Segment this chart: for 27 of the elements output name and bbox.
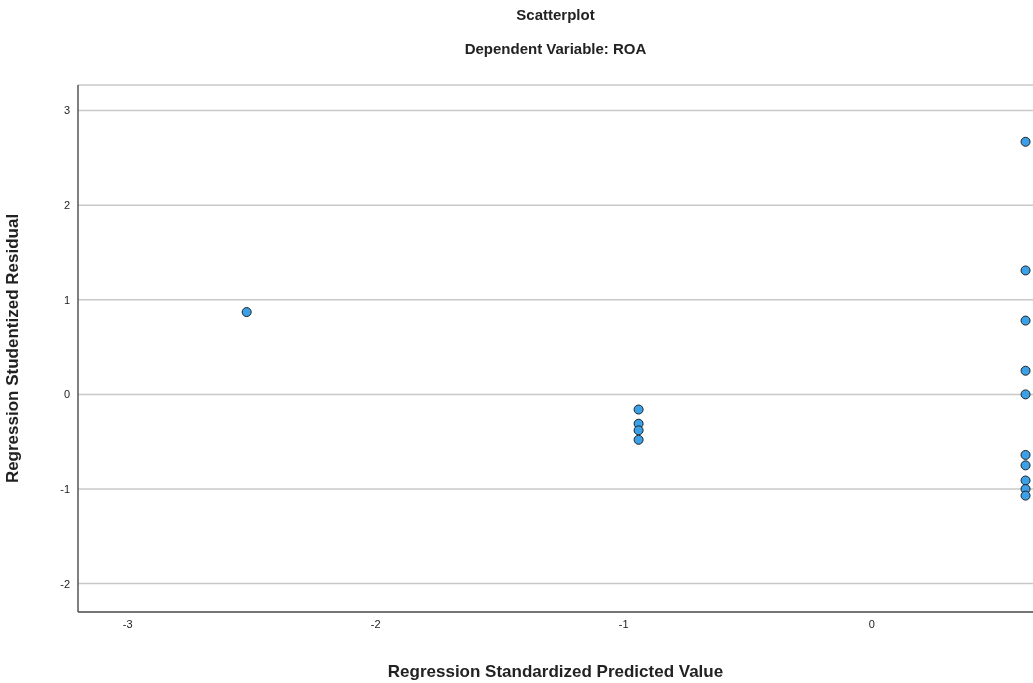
y-tick-label: 1 xyxy=(63,293,70,306)
x-tick-label: -1 xyxy=(618,617,629,630)
point xyxy=(1020,136,1031,147)
x-tick-label: -3 xyxy=(122,617,133,630)
y-tick-label: 2 xyxy=(63,199,70,212)
point xyxy=(241,307,252,318)
point xyxy=(633,434,644,445)
point xyxy=(1020,389,1031,400)
point xyxy=(1020,449,1031,460)
point xyxy=(633,404,644,415)
chart-title: Scatterplot xyxy=(515,6,596,23)
point xyxy=(1020,460,1031,471)
point xyxy=(633,425,644,436)
x-axis-title: Regression Standardized Predicted Value xyxy=(387,662,724,681)
point xyxy=(1020,365,1031,376)
chart-subtitle: Dependent Variable: ROA xyxy=(463,40,648,57)
point xyxy=(1020,475,1031,486)
y-tick-label: 0 xyxy=(63,388,70,401)
y-axis-title: Regression Studentized Residual xyxy=(3,213,23,484)
point xyxy=(1020,265,1031,276)
y-tick-label: -2 xyxy=(60,577,70,590)
point xyxy=(1020,490,1031,501)
x-tick-label: -2 xyxy=(370,617,381,630)
point xyxy=(1020,315,1031,326)
y-tick-label: -1 xyxy=(60,482,70,495)
x-tick-label: 0 xyxy=(868,617,875,630)
y-tick-label: 3 xyxy=(63,104,70,117)
